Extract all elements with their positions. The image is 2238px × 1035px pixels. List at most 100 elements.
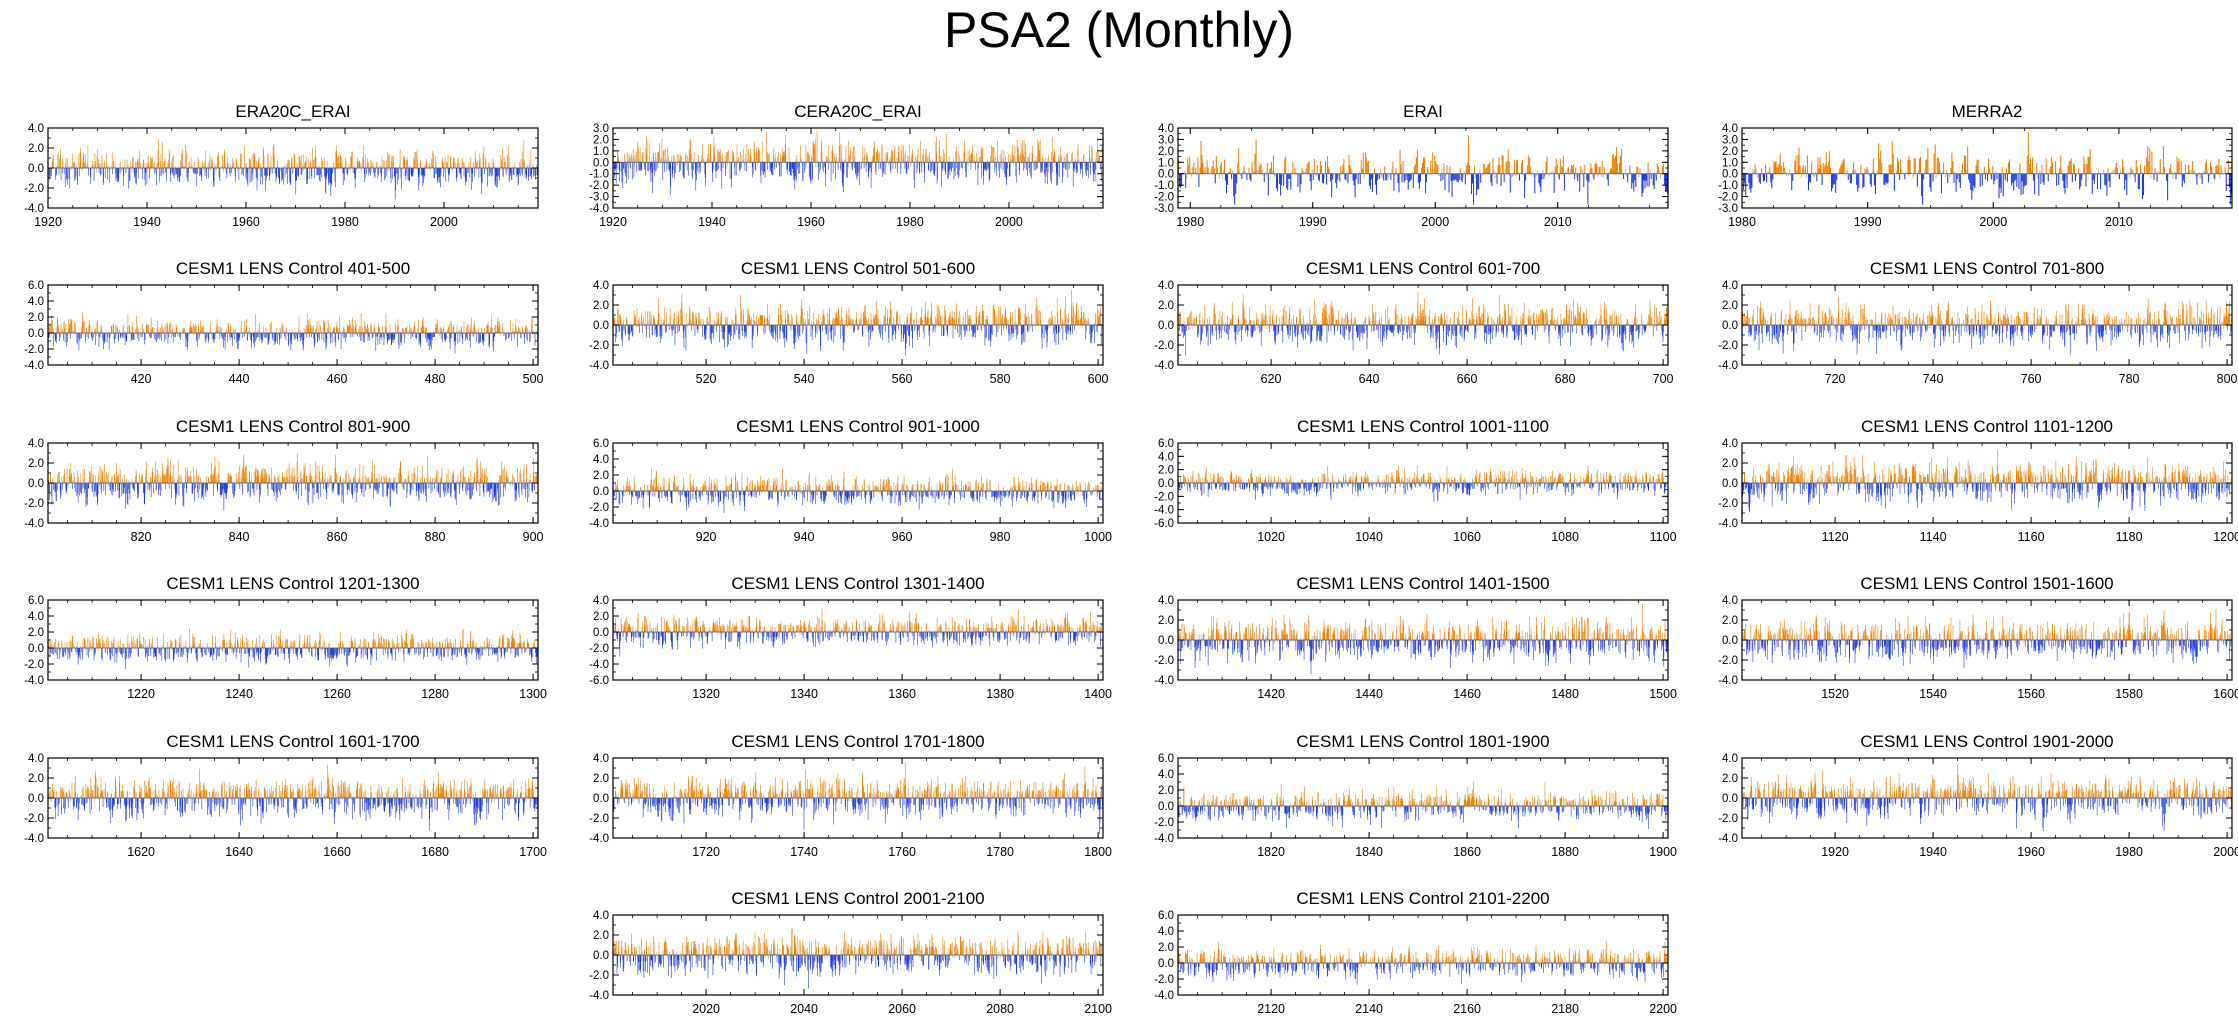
bar bbox=[97, 166, 99, 168]
bar bbox=[920, 140, 921, 163]
bar bbox=[825, 162, 827, 187]
bar bbox=[526, 164, 528, 168]
bar bbox=[670, 160, 672, 163]
bar bbox=[397, 168, 399, 173]
bar bbox=[616, 325, 618, 329]
bar bbox=[471, 168, 473, 174]
bar bbox=[159, 168, 161, 176]
bar bbox=[422, 322, 423, 333]
bar bbox=[724, 162, 725, 165]
bar bbox=[394, 333, 395, 340]
bar bbox=[770, 162, 772, 176]
bar bbox=[847, 162, 849, 168]
bar bbox=[305, 155, 307, 168]
bar bbox=[382, 168, 384, 170]
bar bbox=[1087, 162, 1088, 171]
bar bbox=[125, 168, 127, 173]
bar bbox=[443, 168, 444, 178]
bar bbox=[55, 168, 57, 176]
bar bbox=[1619, 163, 1621, 174]
bar bbox=[2023, 173, 2025, 187]
bar bbox=[891, 156, 893, 163]
bar bbox=[967, 161, 968, 163]
bar bbox=[1845, 171, 1847, 174]
bar bbox=[911, 152, 913, 163]
bar bbox=[1896, 157, 1899, 174]
bar bbox=[186, 333, 187, 335]
bar bbox=[203, 168, 205, 171]
bar bbox=[1067, 162, 1069, 178]
y-tick-label: 4.0 bbox=[1158, 123, 1174, 135]
bar bbox=[342, 168, 344, 174]
bar bbox=[412, 333, 413, 337]
bar bbox=[1946, 170, 1948, 174]
bar bbox=[707, 153, 709, 163]
bar bbox=[997, 160, 999, 163]
bar bbox=[1222, 171, 1224, 174]
bar bbox=[874, 161, 876, 163]
bar bbox=[631, 325, 632, 331]
bar bbox=[147, 324, 148, 333]
bar bbox=[812, 162, 813, 179]
bar bbox=[65, 333, 66, 334]
bar bbox=[300, 168, 301, 170]
bar bbox=[353, 165, 354, 168]
bar bbox=[681, 162, 683, 167]
bar bbox=[1227, 173, 1229, 185]
bar bbox=[311, 333, 313, 336]
bar bbox=[529, 162, 530, 168]
bar bbox=[523, 139, 525, 168]
bar bbox=[2149, 148, 2151, 174]
bar bbox=[123, 168, 125, 176]
bar bbox=[158, 168, 160, 169]
bar bbox=[183, 168, 185, 170]
bar bbox=[1857, 173, 1859, 192]
bar bbox=[51, 164, 53, 168]
bar bbox=[629, 325, 630, 335]
bar bbox=[298, 156, 300, 168]
bar bbox=[991, 147, 993, 163]
bar bbox=[489, 168, 490, 177]
bar bbox=[772, 162, 773, 175]
bar bbox=[506, 168, 508, 172]
bar bbox=[142, 323, 143, 333]
bar bbox=[440, 333, 442, 339]
bar bbox=[247, 333, 249, 337]
bar bbox=[1093, 162, 1095, 174]
bar bbox=[1516, 159, 1518, 174]
bar bbox=[126, 159, 128, 168]
bar bbox=[950, 162, 952, 171]
bar bbox=[230, 164, 231, 168]
bar bbox=[1065, 157, 1066, 163]
bar bbox=[777, 162, 779, 165]
bar bbox=[975, 160, 977, 163]
bar bbox=[1512, 173, 1514, 177]
bar bbox=[524, 333, 526, 338]
bar bbox=[1840, 165, 1842, 174]
bar bbox=[299, 330, 301, 333]
bar bbox=[766, 151, 768, 163]
bar bbox=[953, 157, 954, 163]
bar bbox=[926, 161, 928, 163]
bar bbox=[970, 154, 971, 163]
bar bbox=[509, 168, 511, 173]
bar bbox=[342, 333, 344, 339]
bar bbox=[116, 333, 117, 335]
bar bbox=[1993, 173, 1995, 185]
bar bbox=[1420, 167, 1422, 174]
bar bbox=[858, 160, 860, 163]
bar bbox=[236, 333, 238, 335]
bar bbox=[1081, 162, 1083, 167]
bar bbox=[639, 325, 640, 333]
bar bbox=[801, 162, 803, 165]
bar bbox=[267, 154, 269, 168]
bar bbox=[1539, 173, 1541, 187]
bar bbox=[73, 162, 74, 168]
bar bbox=[55, 333, 57, 340]
y-tick-label: 3.0 bbox=[1158, 134, 1174, 146]
bar bbox=[511, 330, 513, 333]
bar bbox=[1410, 173, 1412, 180]
bar bbox=[276, 168, 278, 177]
bar bbox=[173, 168, 175, 179]
